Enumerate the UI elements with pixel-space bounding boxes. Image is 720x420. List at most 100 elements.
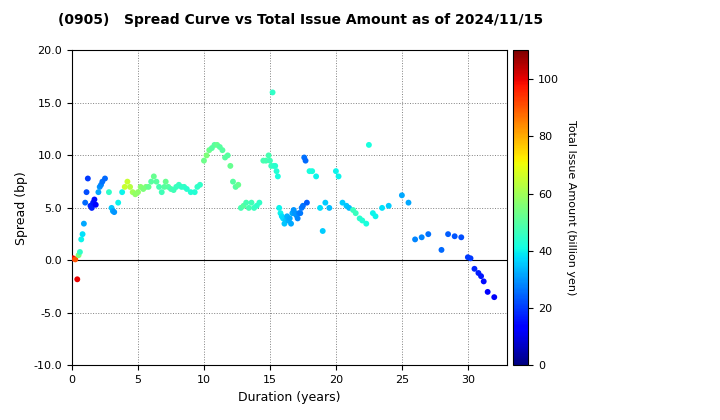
Point bbox=[74, 249, 86, 255]
Point bbox=[171, 184, 182, 190]
Point bbox=[347, 207, 359, 213]
Point bbox=[268, 163, 279, 169]
Point bbox=[271, 168, 282, 175]
Point bbox=[212, 142, 223, 148]
Point bbox=[185, 189, 197, 196]
Point bbox=[436, 247, 447, 253]
Point bbox=[82, 175, 94, 182]
Point bbox=[258, 157, 269, 164]
Point bbox=[225, 163, 236, 169]
Point bbox=[283, 217, 294, 224]
Point bbox=[194, 181, 206, 188]
Point bbox=[87, 199, 99, 206]
Point bbox=[263, 152, 274, 159]
Point bbox=[307, 168, 318, 175]
Point bbox=[248, 205, 260, 211]
Point bbox=[337, 199, 348, 206]
Point bbox=[96, 178, 108, 185]
Point bbox=[285, 220, 297, 227]
Point bbox=[462, 254, 474, 260]
Point bbox=[280, 217, 292, 224]
Point bbox=[310, 173, 322, 180]
Point bbox=[238, 202, 249, 209]
Point bbox=[77, 231, 89, 238]
Point bbox=[269, 163, 281, 169]
Point bbox=[132, 189, 144, 196]
Point bbox=[356, 217, 368, 224]
Point bbox=[297, 202, 309, 209]
Point bbox=[341, 202, 352, 209]
Point bbox=[243, 205, 255, 211]
Point bbox=[267, 89, 279, 96]
Point bbox=[153, 184, 165, 190]
Y-axis label: Spread (bp): Spread (bp) bbox=[15, 171, 28, 245]
Point bbox=[204, 147, 215, 153]
Point bbox=[156, 189, 168, 196]
Point bbox=[179, 184, 190, 190]
Point bbox=[158, 184, 170, 190]
Point bbox=[214, 144, 225, 150]
Point bbox=[198, 157, 210, 164]
Point bbox=[367, 210, 379, 217]
Point bbox=[260, 157, 271, 164]
Point bbox=[361, 220, 372, 227]
Point bbox=[315, 205, 326, 211]
Point bbox=[282, 213, 293, 220]
Point bbox=[279, 220, 290, 227]
Point bbox=[330, 168, 342, 175]
Point bbox=[78, 220, 89, 227]
Point bbox=[130, 191, 141, 197]
Point bbox=[201, 152, 212, 159]
Point bbox=[423, 231, 434, 238]
Point bbox=[320, 199, 331, 206]
Point bbox=[165, 186, 176, 192]
Point bbox=[272, 173, 284, 180]
Point bbox=[293, 210, 305, 217]
Point bbox=[323, 205, 335, 211]
Point bbox=[383, 202, 395, 209]
Point bbox=[93, 189, 104, 196]
Point bbox=[122, 178, 133, 185]
Point bbox=[363, 142, 374, 148]
Point bbox=[296, 205, 307, 211]
Point bbox=[442, 231, 454, 238]
Point bbox=[475, 273, 487, 280]
Point bbox=[469, 265, 480, 272]
Point bbox=[125, 184, 136, 190]
Point bbox=[90, 201, 102, 208]
Point bbox=[138, 186, 149, 192]
Point bbox=[176, 184, 187, 190]
Point bbox=[233, 181, 244, 188]
Point bbox=[107, 208, 119, 214]
Point bbox=[300, 157, 311, 164]
Point bbox=[240, 199, 252, 206]
Point bbox=[89, 196, 100, 203]
Point bbox=[449, 233, 460, 239]
Text: (0905)   Spread Curve vs Total Issue Amount as of 2024/11/15: (0905) Spread Curve vs Total Issue Amoun… bbox=[58, 13, 543, 26]
Point bbox=[71, 276, 83, 283]
Point bbox=[251, 202, 263, 209]
Point bbox=[230, 184, 241, 190]
Point bbox=[289, 210, 301, 217]
Point bbox=[81, 189, 92, 196]
Point bbox=[235, 205, 247, 211]
Point bbox=[304, 168, 315, 175]
Point bbox=[370, 213, 382, 220]
Point bbox=[99, 175, 111, 182]
Point bbox=[79, 199, 91, 206]
Point bbox=[472, 270, 484, 276]
Point bbox=[192, 184, 203, 190]
Point bbox=[288, 207, 300, 213]
Point bbox=[143, 184, 154, 190]
Point bbox=[482, 289, 493, 295]
Point bbox=[119, 184, 130, 190]
Point bbox=[377, 205, 388, 211]
Point bbox=[160, 178, 171, 185]
Point bbox=[317, 228, 328, 234]
Point bbox=[350, 210, 361, 217]
Point bbox=[464, 255, 476, 262]
Point bbox=[148, 173, 160, 180]
Y-axis label: Total Issue Amount (billion yen): Total Issue Amount (billion yen) bbox=[566, 120, 576, 296]
Point bbox=[301, 199, 312, 206]
Point bbox=[189, 189, 200, 196]
